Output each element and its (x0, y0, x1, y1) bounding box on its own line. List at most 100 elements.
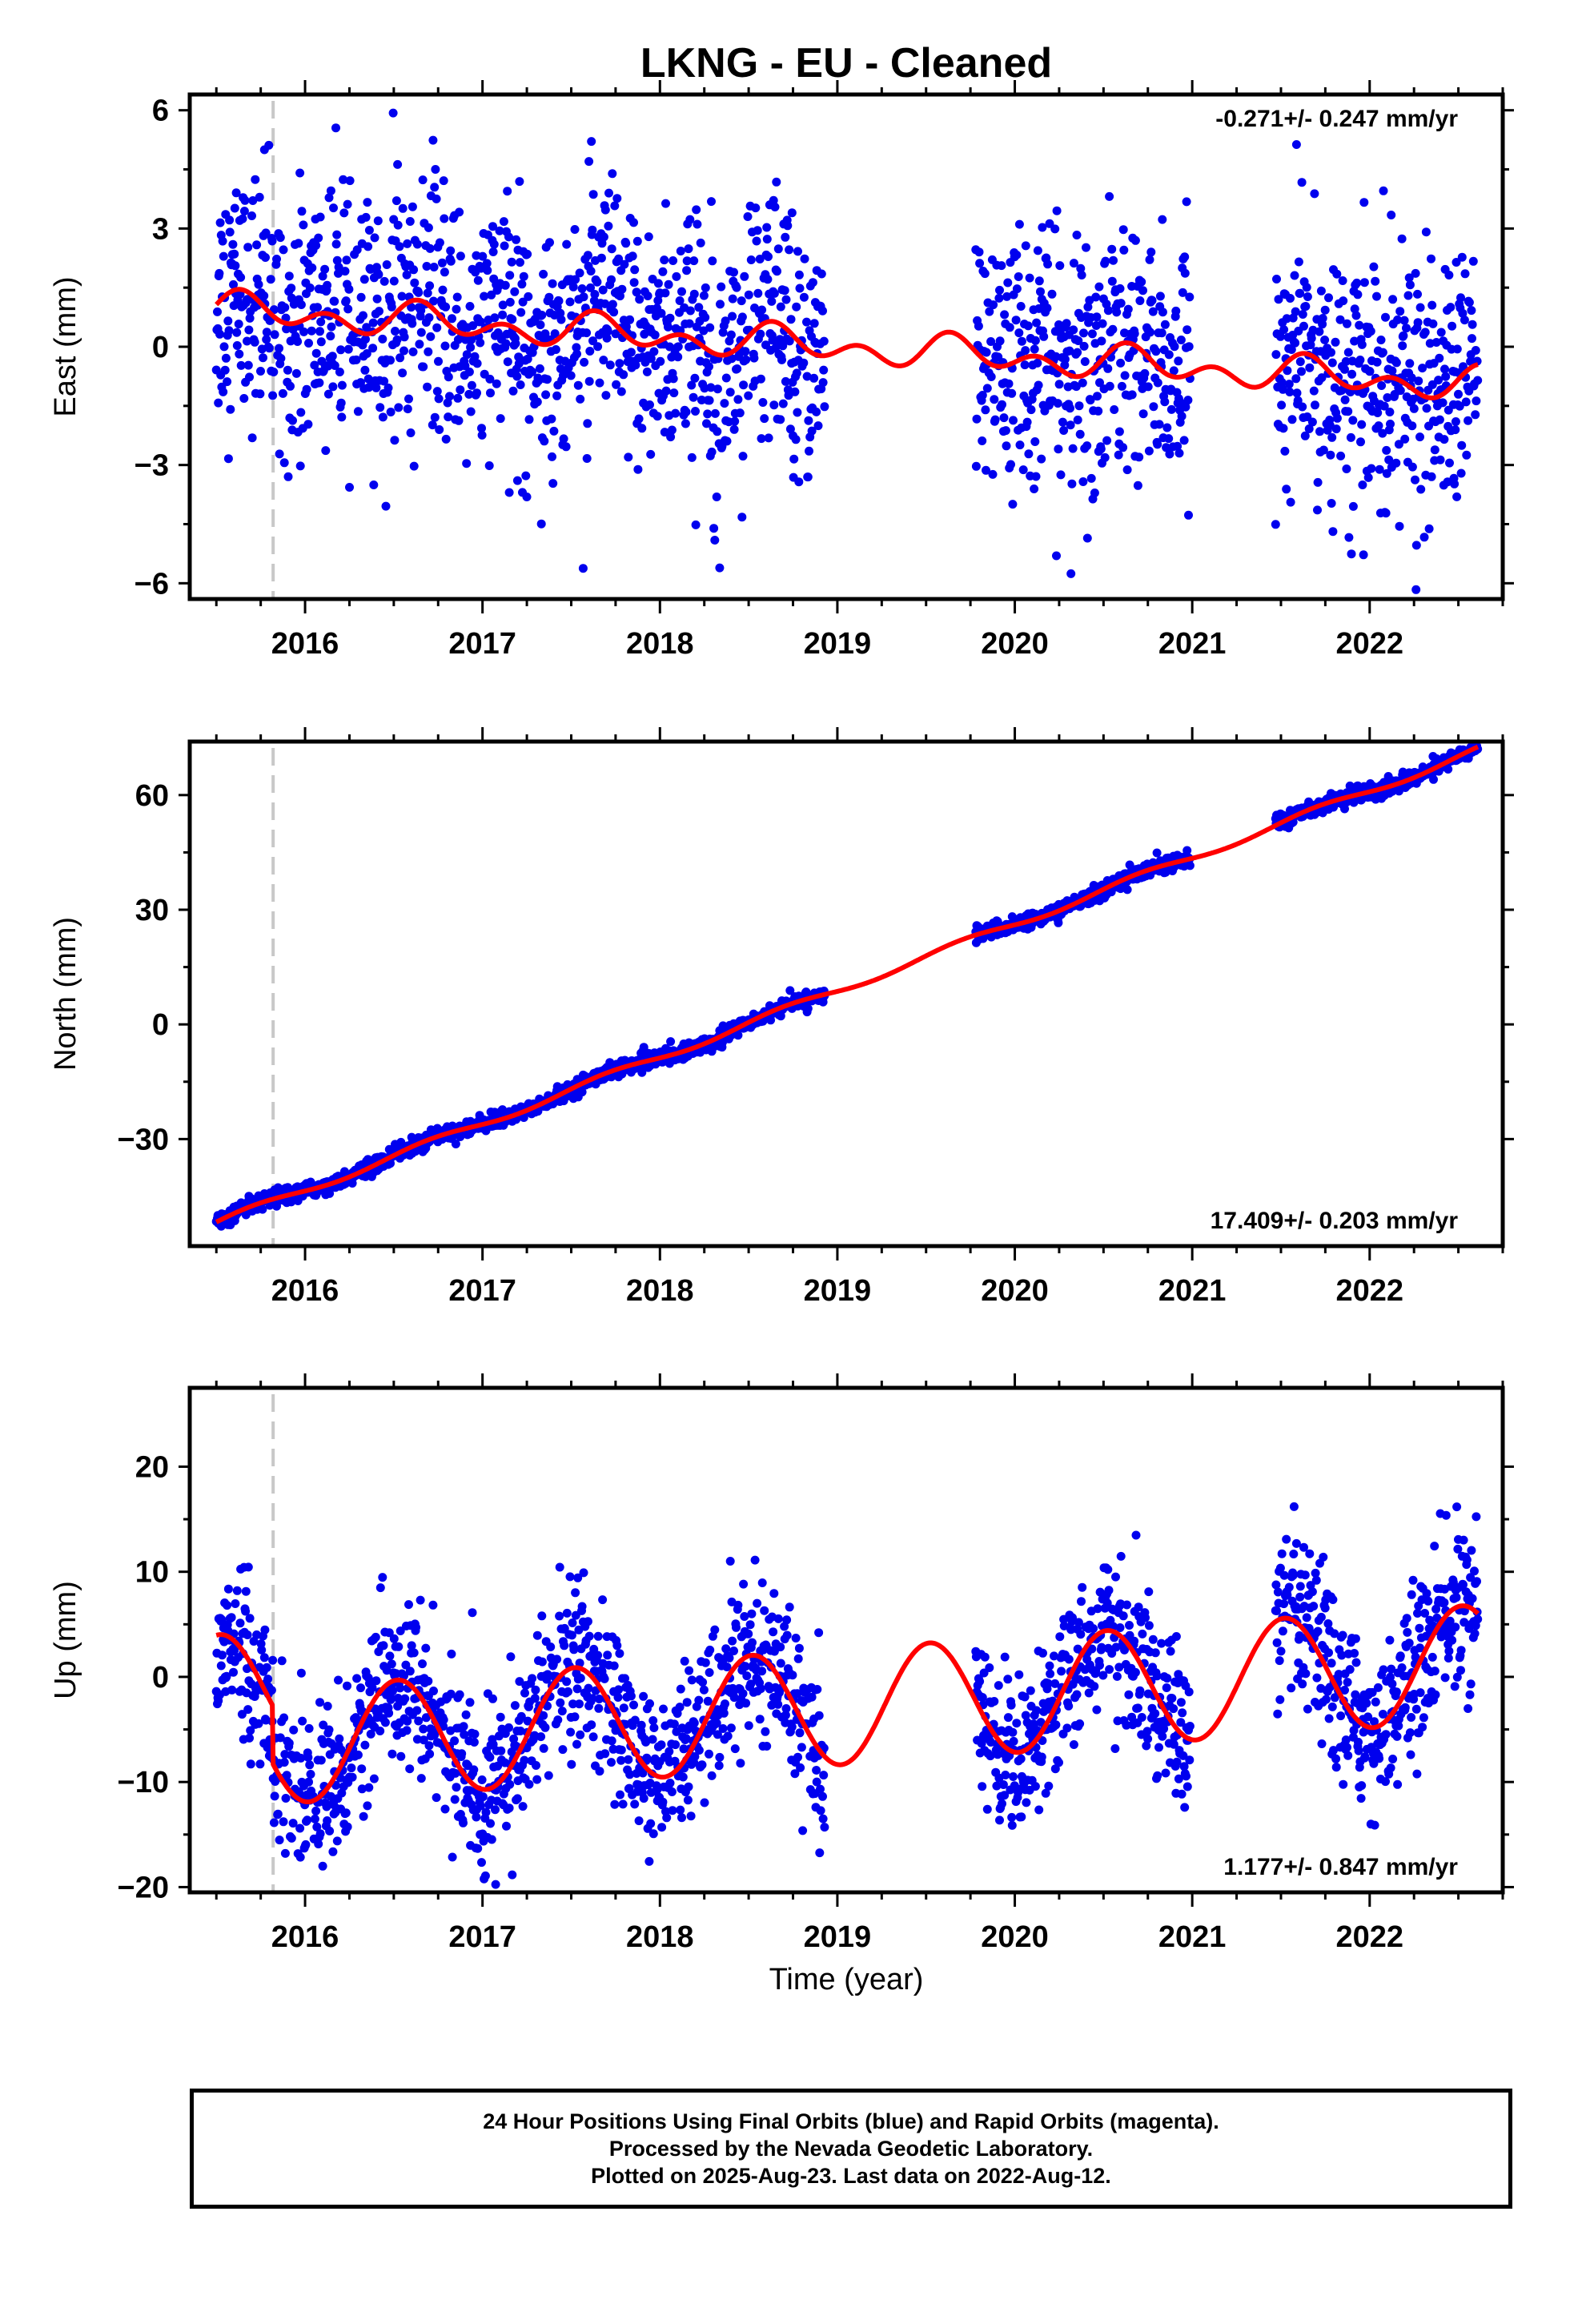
data-point (564, 1687, 572, 1696)
data-point (481, 1807, 491, 1817)
data-point (669, 374, 678, 384)
data-point (616, 387, 626, 396)
data-point (440, 267, 449, 277)
data-point (1430, 445, 1439, 455)
y-tick-label: 3 (152, 212, 169, 246)
data-point (793, 1654, 803, 1663)
data-point (795, 283, 805, 293)
data-point (1003, 278, 1013, 287)
data-point (352, 1674, 362, 1683)
data-point (579, 1568, 588, 1578)
data-point (982, 384, 992, 393)
data-point (476, 338, 485, 348)
data-point (379, 1641, 388, 1651)
data-point (419, 362, 428, 372)
data-point (424, 223, 433, 232)
data-point (1388, 295, 1398, 304)
data-point (298, 1716, 307, 1726)
data-point (1338, 276, 1347, 285)
data-point (1155, 292, 1165, 301)
data-point (424, 347, 433, 356)
data-point (1461, 397, 1471, 407)
data-point (1093, 392, 1102, 401)
data-point (586, 283, 595, 292)
data-point (332, 255, 342, 265)
data-point (532, 1630, 542, 1640)
y-tick-label: 6 (152, 94, 169, 128)
data-point (410, 278, 420, 287)
data-point (665, 1779, 675, 1787)
data-point (1115, 283, 1125, 293)
data-point (430, 412, 440, 422)
data-point (576, 1674, 585, 1683)
data-point (1116, 358, 1126, 368)
data-point (649, 347, 659, 356)
data-point (1095, 378, 1104, 388)
data-point (733, 364, 742, 373)
data-point (255, 389, 265, 399)
data-point (294, 239, 303, 248)
data-point (675, 1703, 685, 1712)
data-point (1311, 400, 1319, 410)
data-point (488, 247, 498, 256)
data-point (1083, 302, 1093, 312)
data-point (469, 1738, 479, 1747)
data-point (477, 424, 486, 433)
data-point (561, 442, 571, 452)
data-point (1074, 336, 1083, 345)
data-point (429, 296, 438, 306)
data-point (757, 434, 766, 444)
data-point (1318, 314, 1327, 323)
data-point (726, 1723, 736, 1733)
data-point (541, 390, 551, 400)
data-point (720, 399, 729, 408)
data-point (1356, 437, 1365, 447)
data-point (571, 275, 580, 284)
data-point (1407, 462, 1417, 472)
data-point (1030, 344, 1039, 354)
data-point (1052, 206, 1062, 215)
data-point (219, 342, 229, 352)
data-point (1112, 308, 1122, 317)
data-point (452, 292, 462, 302)
data-point (719, 1708, 729, 1718)
data-point (582, 454, 592, 463)
data-point (311, 1806, 321, 1815)
data-point (324, 1725, 334, 1735)
data-point (656, 308, 666, 318)
data-point (664, 279, 673, 289)
data-point (1101, 256, 1110, 266)
data-point (707, 447, 717, 456)
data-point (278, 388, 287, 398)
data-point (472, 388, 481, 398)
data-point (1471, 410, 1480, 420)
data-point (667, 1787, 677, 1796)
data-point (490, 313, 500, 323)
data-point (1134, 452, 1144, 462)
data-point (424, 313, 434, 323)
data-point (1468, 256, 1478, 266)
data-point (340, 267, 350, 276)
data-point (684, 1782, 693, 1791)
data-point (753, 226, 762, 235)
data-point (1445, 458, 1454, 468)
data-point (978, 391, 987, 400)
data-point (698, 1678, 708, 1687)
data-point (776, 302, 785, 312)
data-point (685, 1666, 694, 1675)
data-point (1043, 259, 1053, 269)
data-point (587, 137, 596, 147)
data-point (1079, 341, 1089, 351)
data-point (797, 1743, 806, 1752)
data-point (1184, 510, 1193, 520)
data-point (725, 1557, 735, 1566)
data-point (576, 1730, 585, 1739)
data-point (662, 1813, 672, 1823)
data-point (326, 186, 335, 195)
data-point (1140, 368, 1150, 378)
data-point (1026, 405, 1036, 415)
data-point (770, 203, 780, 211)
data-point (1422, 404, 1431, 413)
data-point (1114, 427, 1124, 436)
